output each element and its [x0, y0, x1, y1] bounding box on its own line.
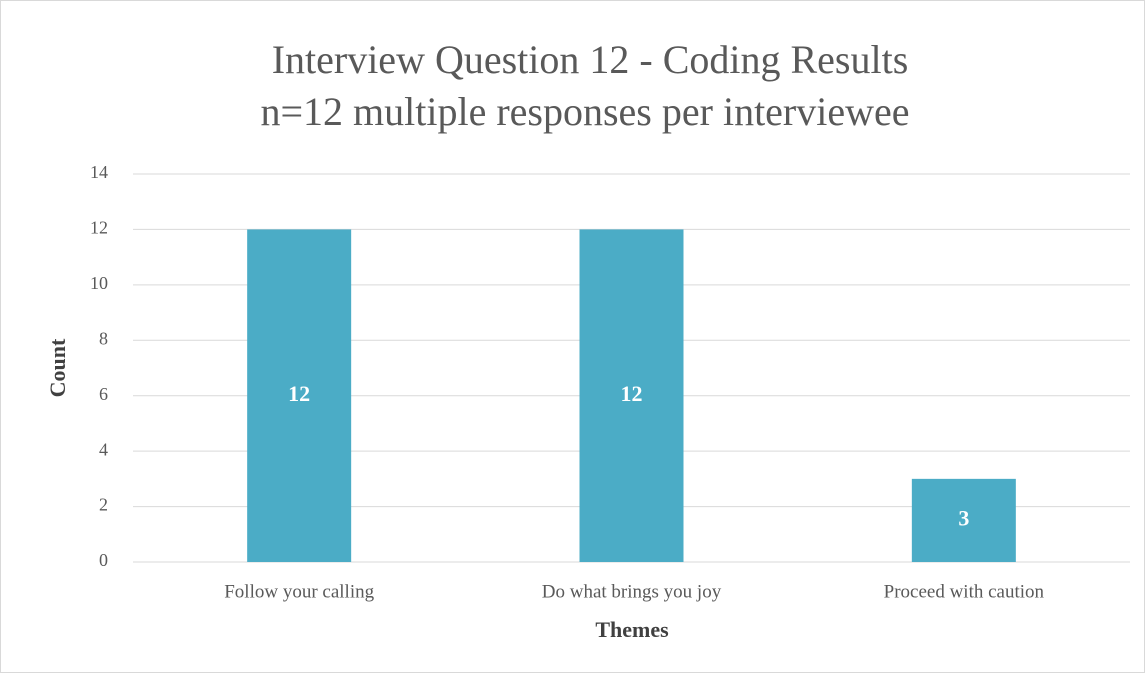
x-tick-label: Follow your calling [224, 581, 374, 602]
y-tick-label: 12 [90, 218, 108, 238]
chart-subtitle: n=12 multiple responses per interviewee [260, 89, 909, 134]
x-axis-title: Themes [595, 617, 669, 642]
y-tick-label: 14 [90, 162, 108, 182]
bar [247, 229, 352, 562]
y-tick-label: 0 [99, 550, 108, 570]
y-tick-label: 10 [90, 273, 108, 293]
data-label: 12 [621, 381, 643, 406]
y-tick-label: 2 [99, 495, 108, 515]
chart-title: Interview Question 12 - Coding Results [272, 37, 909, 82]
x-tick-label: Do what brings you joy [542, 581, 722, 602]
y-tick-label: 6 [99, 384, 108, 404]
y-tick-label: 8 [99, 328, 108, 348]
x-tick-label: Proceed with caution [884, 581, 1045, 602]
y-axis-title: Count [45, 338, 70, 397]
y-tick-label: 4 [99, 439, 108, 459]
data-label: 12 [288, 381, 310, 406]
bar [579, 229, 684, 562]
data-label: 3 [958, 505, 969, 530]
bar [911, 478, 1016, 562]
